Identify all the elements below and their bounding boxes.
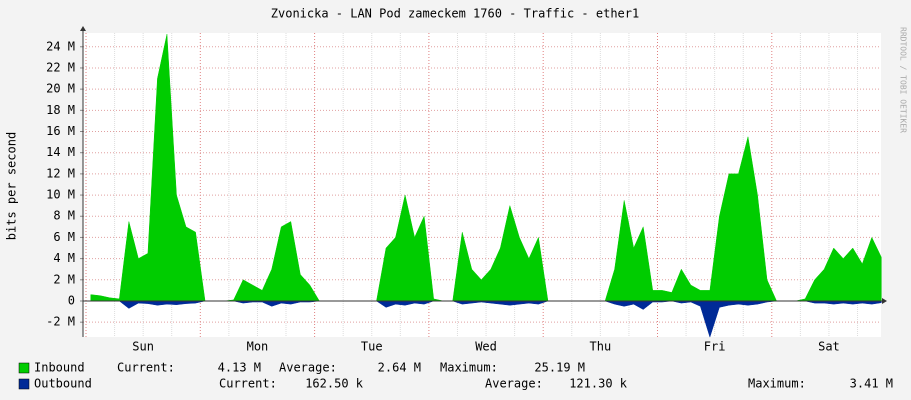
y-tick-label: 8 M — [53, 209, 75, 223]
legend-stat-label: Current: — [219, 377, 277, 391]
x-tick-label: Tue — [361, 340, 383, 354]
legend-stat-value: 4.13 M — [218, 361, 261, 375]
y-tick-label: 22 M — [46, 60, 75, 74]
legend-stat-label: Maximum: — [748, 377, 806, 391]
x-tick-label: Wed — [475, 340, 497, 354]
legend-stat-label: Current: — [117, 361, 175, 375]
y-tick-label: -2 M — [46, 315, 75, 329]
legend-stat-value: 3.41 M — [850, 377, 893, 391]
x-tick-label: Sun — [132, 340, 154, 354]
axis-arrow — [80, 26, 86, 31]
legend-swatch — [18, 378, 30, 390]
legend-stat-value: 25.19 M — [534, 361, 585, 375]
legend-stat-label: Average: — [485, 377, 543, 391]
y-tick-label: 0 — [68, 293, 75, 307]
y-tick-label: 12 M — [46, 166, 75, 180]
y-tick-label: 6 M — [53, 230, 75, 244]
y-tick-label: 14 M — [46, 145, 75, 159]
y-axis-label: bits per second — [5, 132, 19, 240]
x-tick-label: Sat — [818, 340, 840, 354]
legend-stat-label: Average: — [279, 361, 337, 375]
legend-label: Inbound — [34, 361, 85, 375]
y-tick-label: 2 M — [53, 272, 75, 286]
legend-stat-value: 121.30 k — [569, 377, 628, 391]
legend-stat-value: 162.50 k — [305, 377, 364, 391]
legend-stat-label: Maximum: — [440, 361, 498, 375]
x-tick-label: Mon — [247, 340, 269, 354]
y-tick-label: 20 M — [46, 82, 75, 96]
y-tick-label: 24 M — [46, 39, 75, 53]
axis-arrow — [882, 297, 887, 304]
y-tick-label: 4 M — [53, 251, 75, 265]
chart-title: Zvonicka - LAN Pod zameckem 1760 - Traff… — [271, 7, 639, 21]
legend-stat-value: 2.64 M — [378, 361, 421, 375]
x-tick-label: Thu — [590, 340, 612, 354]
x-tick-label: Fri — [704, 340, 726, 354]
legend-label: Outbound — [34, 377, 92, 391]
y-tick-label: 18 M — [46, 103, 75, 117]
legend-swatch — [18, 362, 30, 374]
y-tick-label: 16 M — [46, 124, 75, 138]
y-tick-label: 10 M — [46, 188, 75, 202]
watermark: RRDTOOL / TOBI OETIKER — [899, 27, 908, 133]
